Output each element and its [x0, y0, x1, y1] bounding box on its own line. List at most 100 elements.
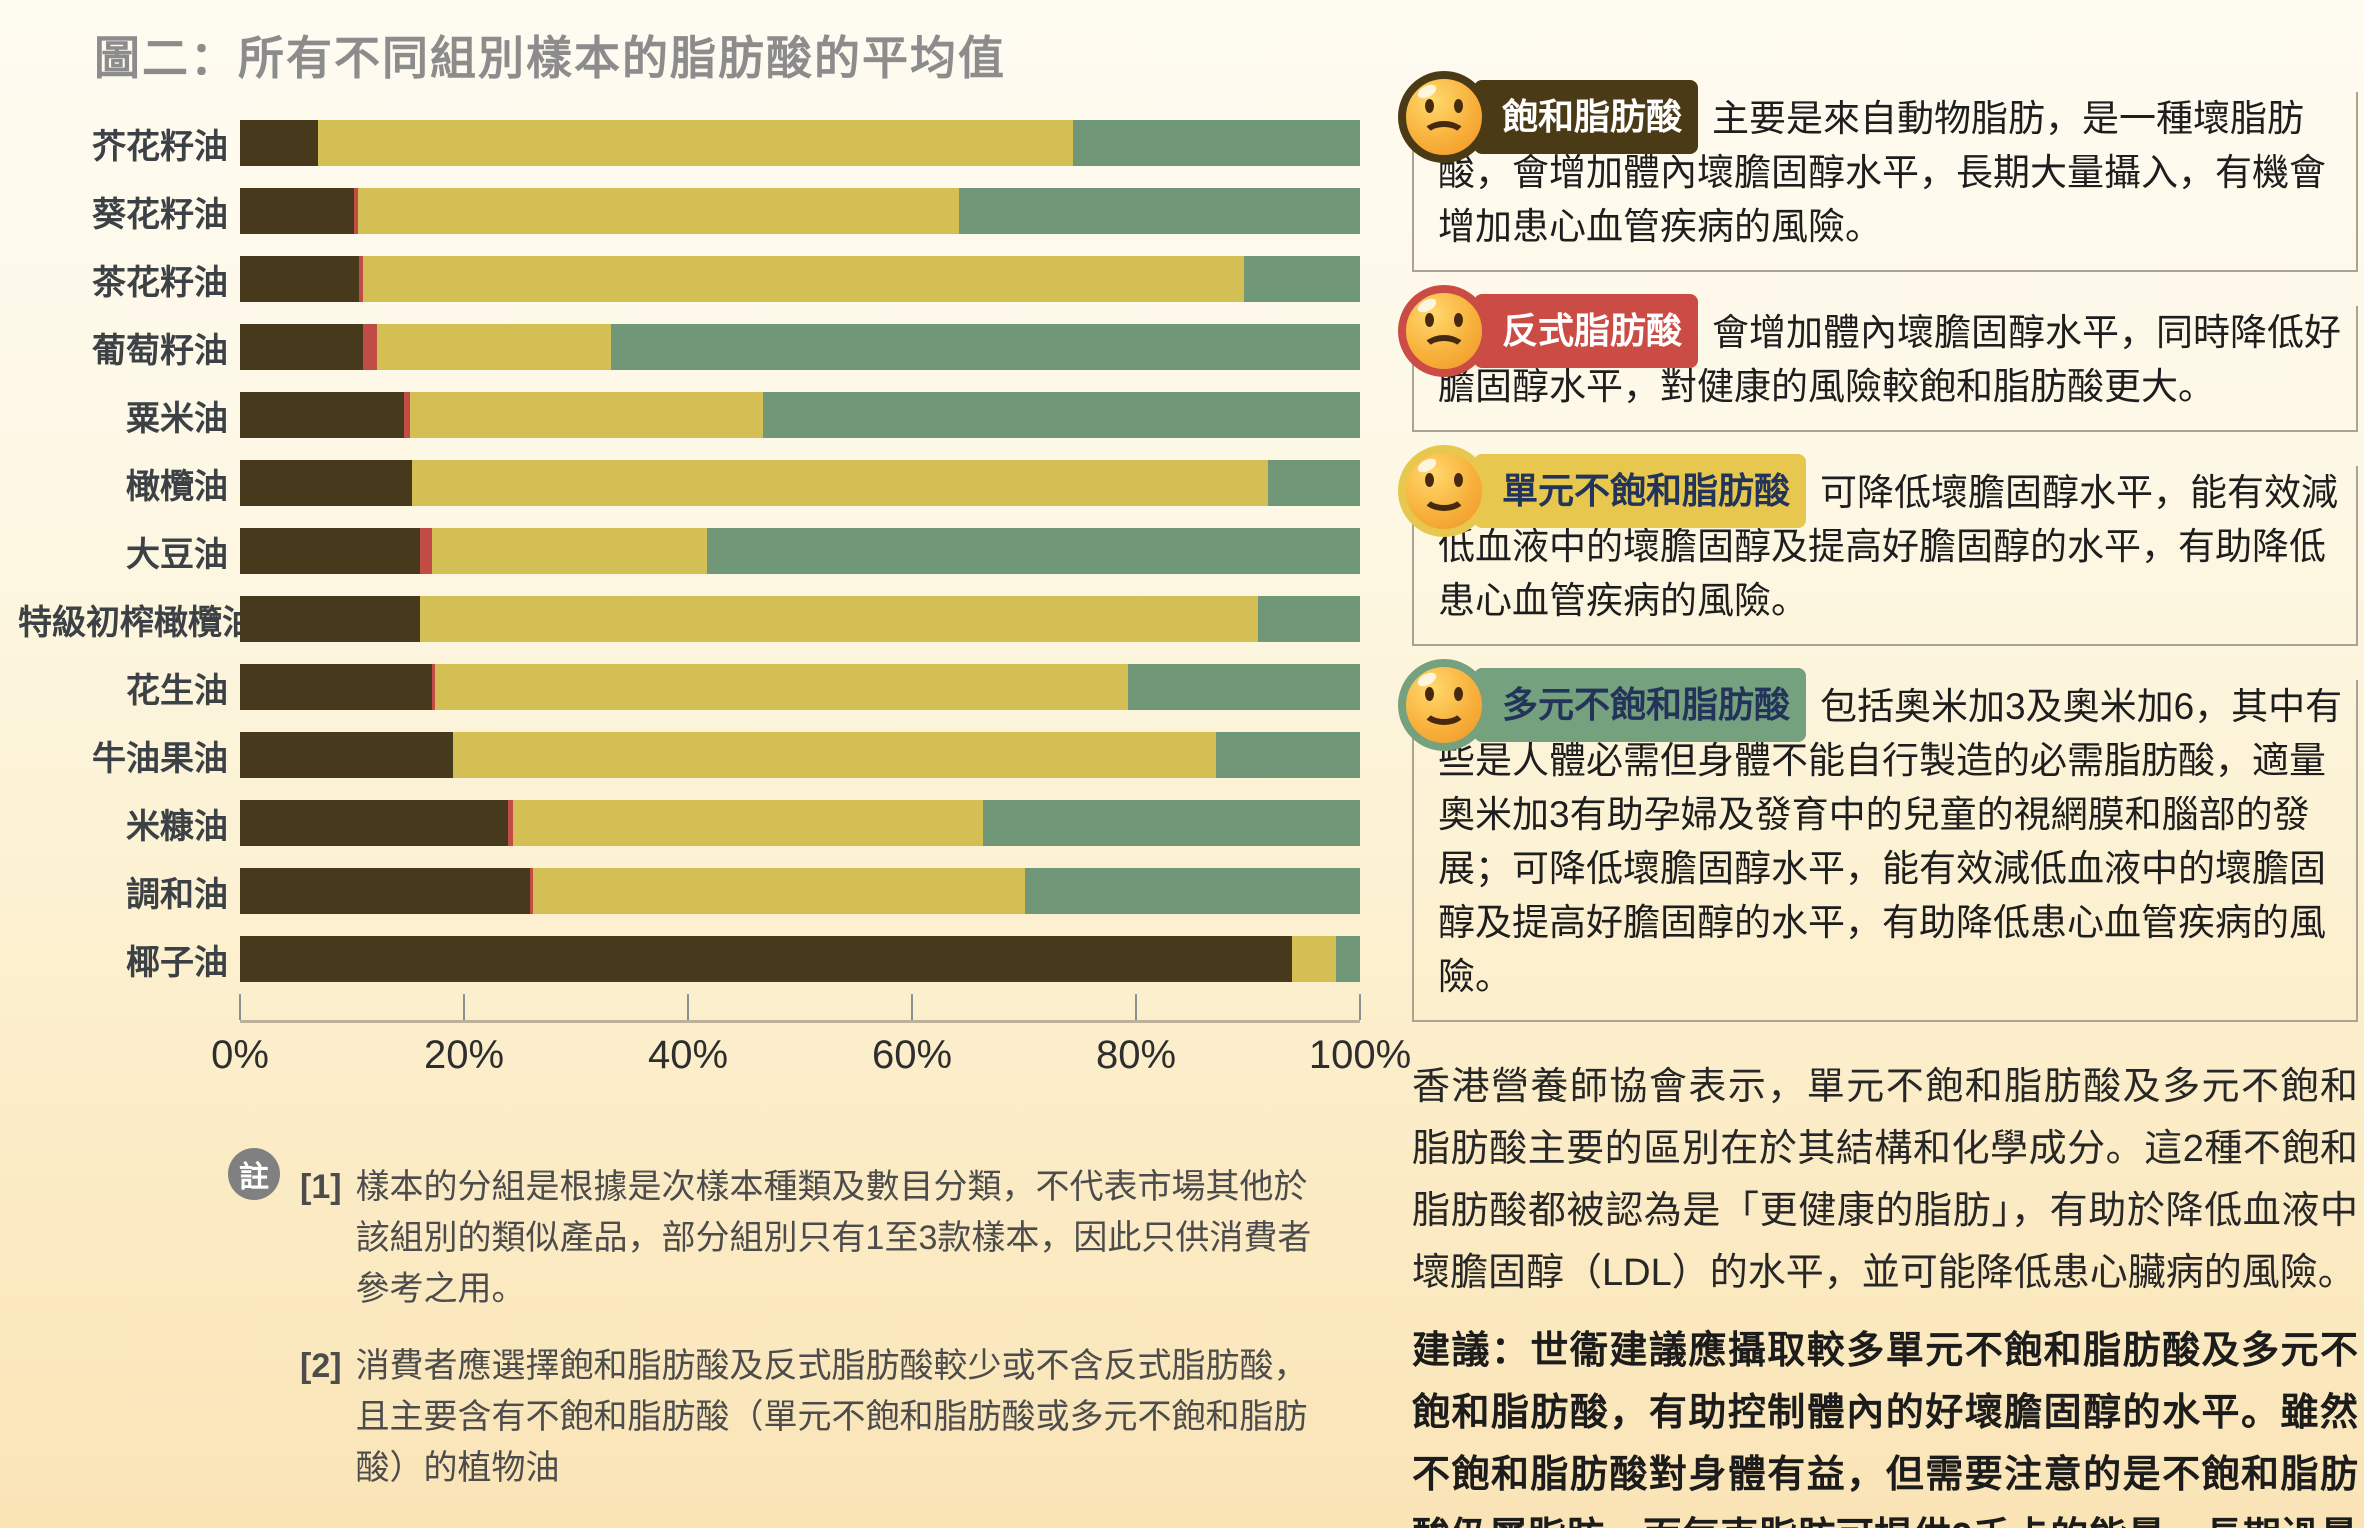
legend-box-text: 主要是來自動物脂肪，是一種壞脂肪酸，會增加體內壞膽固醇水平，長期大量攝入，有機會… — [1438, 98, 2326, 247]
chart-rows: 芥花籽油 葵花籽油 茶花籽油 葡萄籽油 粟米油 橄欖油 大豆油 特級初榨橄欖油 花生油 牛油果油米… — [18, 120, 1378, 982]
bar-label: 粟米油 — [126, 399, 228, 438]
bar-segment-mufa — [318, 120, 1074, 166]
bar-segment-sfa — [240, 392, 404, 438]
chart-row: 茶花籽油 — [18, 256, 1378, 302]
face-mouth — [1421, 479, 1467, 511]
bar-segment-tfa — [363, 324, 377, 370]
bar-segment-pufa — [1073, 120, 1360, 166]
chart-row: 粟米油 — [18, 392, 1378, 438]
axis-ticks — [239, 994, 1361, 1020]
bar-segment-tfa — [507, 800, 514, 846]
bar-label: 橄欖油 — [126, 467, 228, 506]
chart-row: 特級初榨橄欖油 — [18, 596, 1378, 642]
happy-face-icon — [1398, 445, 1490, 537]
axis-tick — [911, 994, 913, 1020]
legend-box-單元不飽和脂肪酸: 單元不飽和脂肪酸 可降低壞膽固醇水平，能有效減低血液中的壞膽固醇及提高好膽固醇的水… — [1398, 445, 2358, 646]
legend-box-飽和脂肪酸: 飽和脂肪酸 主要是來自動物脂肪，是一種壞脂肪酸，會增加體內壞膽固醇水平，長期大量攝… — [1398, 71, 2358, 272]
legend-box-多元不飽和脂肪酸: 多元不飽和脂肪酸 包括奧米加3及奧米加6，其中有些是人體必需但身體不能自行製造的必… — [1398, 659, 2358, 1022]
bar-segment-pufa — [1336, 936, 1360, 982]
note-item-1: [1] 樣本的分組是根據是次樣本種類及數目分類，不代表市場其他於該組別的類似產品… — [300, 1162, 1328, 1315]
chart-row: 牛油果油 — [18, 732, 1378, 778]
bar-segment-tfa — [358, 256, 364, 302]
bar-segment-mufa — [410, 392, 764, 438]
bar-segment-sfa — [240, 460, 413, 506]
chart-row: 芥花籽油 — [18, 120, 1378, 166]
axis-tick-label: 60% — [871, 1033, 953, 1077]
axis-tick — [1135, 994, 1137, 1020]
axis-tick-label: 80% — [1095, 1033, 1177, 1077]
bar-label: 葡萄籽油 — [92, 331, 228, 370]
bar-segment-pufa — [763, 392, 1360, 438]
chart-row: 椰子油 — [18, 936, 1378, 982]
bar-track — [240, 868, 1360, 914]
chart-row: 調和油 — [18, 868, 1378, 914]
bar-segment-sfa — [240, 936, 1292, 982]
axis-tick-label: 0% — [211, 1033, 269, 1077]
bar-track — [240, 596, 1360, 642]
recommendation-paragraph: 建議：世衞建議應攝取較多單元不飽和脂肪酸及多元不飽和脂肪酸，有助控制體內的好壞膽… — [1412, 1330, 2358, 1528]
bar-segment-mufa — [376, 324, 611, 370]
bar-segment-tfa — [354, 188, 358, 234]
bar-segment-sfa — [240, 868, 531, 914]
footnotes: 註 [1] 樣本的分組是根據是次樣本種類及數目分類，不代表市場其他於該組別的類似… — [228, 1148, 1328, 1494]
face-eye — [1425, 313, 1434, 327]
bar-track — [240, 936, 1360, 982]
bar-segment-pufa — [1258, 596, 1360, 642]
legend-box-label: 飽和脂肪酸 — [1474, 80, 1699, 154]
bar-segment-pufa — [1215, 732, 1360, 778]
note-text-1: 樣本的分組是根據是次樣本種類及數目分類，不代表市場其他於該組別的類似產品，部分組… — [355, 1168, 1312, 1308]
bar-segment-mufa — [1291, 936, 1337, 982]
note-items: [1] 樣本的分組是根據是次樣本種類及數目分類，不代表市場其他於該組別的類似產品… — [300, 1148, 1328, 1494]
bar-segment-pufa — [1268, 460, 1360, 506]
face-eye — [1425, 473, 1434, 487]
bar-segment-sfa — [240, 324, 364, 370]
bar-segment-pufa — [610, 324, 1360, 370]
bar-segment-sfa — [240, 664, 432, 710]
bar-segment-mufa — [431, 528, 708, 574]
face-eye — [1425, 687, 1434, 701]
legend-box-header: 多元不飽和脂肪酸 — [1398, 659, 1807, 751]
chart-row: 大豆油 — [18, 528, 1378, 574]
face-mouth — [1421, 335, 1467, 367]
bar-segment-tfa — [431, 664, 435, 710]
bar-label: 特級初榨橄欖油 — [18, 603, 256, 642]
bar-segment-sfa — [240, 800, 508, 846]
bar-segment-mufa — [513, 800, 983, 846]
bar-segment-sfa — [240, 188, 355, 234]
bar-segment-pufa — [959, 188, 1360, 234]
axis-tick-label: 40% — [647, 1033, 729, 1077]
page-title: 圖二：所有不同組別樣本的脂肪酸的平均值 — [94, 32, 1006, 84]
axis-tick — [463, 994, 465, 1020]
bar-segment-pufa — [1128, 664, 1360, 710]
bar-track — [240, 664, 1360, 710]
bar-segment-sfa — [240, 732, 453, 778]
bar-label: 米糠油 — [126, 807, 228, 846]
legend-box-label: 多元不飽和脂肪酸 — [1474, 668, 1807, 742]
axis-tick-label: 100% — [1308, 1033, 1412, 1077]
bar-segment-sfa — [240, 596, 421, 642]
bar-segment-sfa — [240, 120, 319, 166]
chart-row: 花生油 — [18, 664, 1378, 710]
note-marker-2: [2] — [300, 1347, 342, 1385]
sad-face-icon — [1398, 285, 1490, 377]
face-mouth — [1421, 693, 1467, 725]
axis-line — [240, 1020, 1360, 1023]
face-eye — [1425, 99, 1434, 113]
bar-segment-mufa — [363, 256, 1244, 302]
bar-segment-pufa — [982, 800, 1360, 846]
face-eye — [1454, 473, 1463, 487]
bar-label: 茶花籽油 — [92, 263, 228, 302]
face-mouth — [1421, 121, 1467, 153]
legend-box-反式脂肪酸: 反式脂肪酸 會增加體內壞膽固醇水平，同時降低好膽固醇水平，對健康的風險較飽和脂肪酸… — [1398, 285, 2358, 432]
bar-track — [240, 120, 1360, 166]
face-eye — [1454, 687, 1463, 701]
bar-label: 椰子油 — [126, 943, 228, 982]
legend-column: 飽和脂肪酸 主要是來自動物脂肪，是一種壞脂肪酸，會增加體內壞膽固醇水平，長期大量攝… — [1398, 71, 2358, 1528]
bar-track — [240, 256, 1360, 302]
note-item-2: [2] 消費者應選擇飽和脂肪酸及反式脂肪酸較少或不含反式脂肪酸，且主要含有不飽和… — [300, 1341, 1328, 1494]
bar-label: 芥花籽油 — [92, 127, 228, 166]
face-eye — [1454, 313, 1463, 327]
bar-segment-mufa — [420, 596, 1259, 642]
bar-segment-tfa — [403, 392, 411, 438]
